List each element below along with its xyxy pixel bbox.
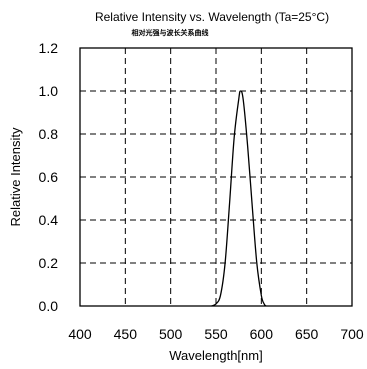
y-tick-label: 1.0	[39, 83, 59, 99]
y-axis-label: Relative Intensity	[8, 127, 23, 226]
x-tick-label: 450	[114, 326, 138, 342]
chart-subtitle: 相对光强与波长关系曲线	[132, 28, 209, 37]
series-line	[211, 90, 267, 307]
x-axis-label: Wavelength[nm]	[169, 348, 262, 363]
y-tick-labels: 0.0 0.2 0.4 0.6 0.8 1.0 1.2	[39, 40, 59, 314]
y-tick-label: 0.4	[39, 212, 59, 228]
x-tick-label: 400	[68, 326, 92, 342]
x-tick-label: 600	[250, 326, 274, 342]
x-tick-label: 500	[159, 326, 183, 342]
y-tick-label: 0.6	[39, 169, 59, 185]
x-tick-labels: 400 450 500 550 600 650 700	[68, 326, 364, 342]
y-tick-label: 0.0	[39, 298, 59, 314]
x-tick-label: 650	[295, 326, 319, 342]
plot-frame	[79, 47, 353, 307]
x-tick-label: 550	[204, 326, 228, 342]
y-tick-label: 0.2	[39, 255, 59, 271]
series-layer	[211, 90, 267, 307]
y-tick-label: 0.8	[39, 126, 59, 142]
y-tick-label: 1.2	[39, 40, 59, 56]
grid-layer	[80, 48, 352, 306]
chart-title: Relative Intensity vs. Wavelength (Ta=25…	[95, 10, 329, 24]
x-tick-label: 700	[340, 326, 364, 342]
